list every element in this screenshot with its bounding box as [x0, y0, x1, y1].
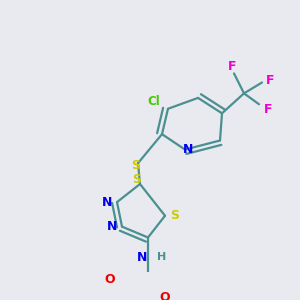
Text: N: N — [183, 143, 193, 156]
Text: F: F — [264, 103, 272, 116]
Text: H: H — [158, 252, 166, 262]
Text: O: O — [160, 291, 170, 300]
Text: F: F — [228, 60, 236, 73]
Text: N: N — [102, 196, 112, 208]
Text: S: S — [133, 173, 142, 186]
Text: O: O — [105, 273, 115, 286]
Text: S: S — [131, 159, 140, 172]
Text: N: N — [137, 251, 147, 264]
Text: Cl: Cl — [148, 95, 160, 108]
Text: S: S — [170, 209, 179, 222]
Text: F: F — [266, 74, 274, 87]
Text: N: N — [107, 220, 117, 233]
